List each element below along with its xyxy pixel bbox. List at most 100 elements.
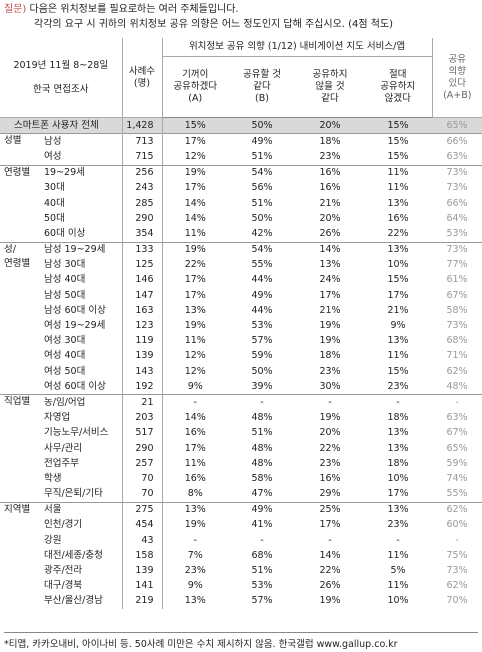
survey-date: 2019년 11월 8~28일 bbox=[13, 59, 109, 71]
cell: 57% bbox=[251, 335, 273, 347]
cell: 17% bbox=[387, 488, 409, 500]
footer: *티맵, 카카오내비, 아이나비 등. 50사례 미만은 수치 제시하지 않음.… bbox=[4, 632, 478, 650]
sample-size: 715 bbox=[122, 149, 163, 166]
row-label: 사무/관리 bbox=[40, 440, 123, 457]
cell: 67% bbox=[446, 427, 468, 439]
row: 여성 19~29세 123 19% 53% 19% 9% 73% bbox=[0, 318, 482, 334]
row: 직업별 농/임/어업 21- - - - - bbox=[0, 394, 482, 503]
cell: 9% bbox=[390, 320, 406, 332]
cell: 23% bbox=[319, 365, 341, 377]
sample-size: 290 bbox=[122, 440, 163, 457]
cell: 13% bbox=[387, 427, 409, 439]
cell: 26% bbox=[319, 227, 341, 239]
sample-size: 256 bbox=[122, 164, 163, 181]
cell: 16% bbox=[387, 212, 409, 224]
sample-size: 257 bbox=[122, 456, 163, 472]
cell: 50% bbox=[251, 365, 273, 377]
cell: 19% bbox=[184, 320, 206, 332]
row-label: 남성 bbox=[40, 133, 123, 150]
cell: 13% bbox=[364, 501, 433, 518]
cell: 19% bbox=[162, 241, 228, 258]
cell: 49% bbox=[251, 289, 273, 301]
cell: 23% bbox=[184, 565, 206, 577]
row: 지역별 서울 275 13% 49% 25% 13% 62% bbox=[0, 501, 482, 609]
sample-size: 125 bbox=[122, 257, 163, 273]
cell: 20% bbox=[296, 117, 364, 134]
cell: 11% bbox=[387, 549, 409, 561]
sample-size: 70 bbox=[122, 486, 163, 503]
cell: 62% bbox=[446, 580, 468, 592]
question-label: 질문) bbox=[4, 4, 27, 15]
cell: - bbox=[432, 394, 482, 411]
cell: 11% bbox=[184, 227, 206, 239]
cell: 19% bbox=[184, 519, 206, 531]
sample-size: 43 bbox=[122, 533, 163, 549]
cell: 22% bbox=[387, 227, 409, 239]
row-label: 인천/경기 bbox=[40, 517, 123, 534]
row-label: 남성 19~29세 bbox=[40, 241, 123, 258]
row-label: 광주/전라 bbox=[40, 563, 123, 579]
cell: 47% bbox=[251, 488, 273, 500]
cell: 25% bbox=[296, 501, 364, 518]
row: 성/ 연령별 남성 19~29세 133 19% 54% 14% 13% 73% bbox=[0, 241, 482, 395]
cell: 73% bbox=[446, 182, 468, 194]
cell: 53% bbox=[446, 227, 468, 239]
cell: 41% bbox=[251, 519, 273, 531]
cell: 61% bbox=[446, 274, 468, 286]
cell: 14% bbox=[184, 197, 206, 209]
cell: 11% bbox=[364, 164, 433, 181]
sample-size: 143 bbox=[122, 364, 163, 380]
cell: 59% bbox=[446, 457, 468, 469]
cell: 19% bbox=[162, 164, 228, 181]
cell: - bbox=[296, 394, 364, 411]
cell: 12% bbox=[184, 150, 206, 162]
cell: 48% bbox=[251, 442, 273, 454]
row-label: 기능노무/서비스 bbox=[40, 425, 123, 441]
cell: 10% bbox=[387, 472, 409, 484]
cell: 7% bbox=[187, 549, 203, 561]
cell: 13% bbox=[364, 241, 433, 258]
cell: 68% bbox=[251, 549, 273, 561]
cell: 71% bbox=[446, 350, 468, 362]
cell: 11% bbox=[184, 457, 206, 469]
cell: 13% bbox=[387, 197, 409, 209]
row: 남성 50대 147 17% 49% 17% 17% 67% bbox=[0, 288, 482, 304]
row: 여성 715 12% 51% 23% 15% 63% bbox=[0, 149, 482, 166]
cell: 73% bbox=[446, 565, 468, 577]
row: 40대 285 14% 51% 21% 13% 66% bbox=[0, 195, 482, 212]
question: 질문) 다음은 위치정보를 필요로하는 여러 주체들입니다. 각각의 요구 시 귀… bbox=[4, 2, 393, 32]
question-line: 각각의 요구 시 귀하의 위치정보 공유 의향은 어느 정도인지 답해 주십시오… bbox=[34, 19, 394, 30]
cell: 13% bbox=[387, 442, 409, 454]
cell: - bbox=[260, 534, 264, 546]
cell: 74% bbox=[446, 472, 468, 484]
cell: - bbox=[162, 394, 228, 411]
row-label: 60대 이상 bbox=[40, 226, 123, 242]
row-label: 대구/경북 bbox=[40, 578, 123, 594]
row: 여성 60대 이상 192 9% 39% 30% 23% 48% bbox=[0, 379, 482, 395]
cell: 53% bbox=[251, 580, 273, 592]
sample-size: 123 bbox=[122, 318, 163, 334]
cell: 18% bbox=[319, 350, 341, 362]
row-label: 무직/은퇴/기타 bbox=[40, 486, 123, 503]
cell: 19% bbox=[319, 412, 341, 424]
cell: 17% bbox=[184, 289, 206, 301]
cell: 9% bbox=[187, 380, 203, 392]
cell: 58% bbox=[446, 304, 468, 316]
cell: 20% bbox=[319, 427, 341, 439]
cell: 54% bbox=[228, 164, 296, 181]
row: 여성 30대 119 11% 57% 19% 13% 68% bbox=[0, 333, 482, 349]
row: 사무/관리 290 17% 48% 22% 13% 65% bbox=[0, 440, 482, 457]
row-label: 여성 40대 bbox=[40, 348, 123, 364]
sample-size: 275 bbox=[122, 501, 163, 518]
cell: 17% bbox=[319, 519, 341, 531]
sample-size: 147 bbox=[122, 288, 163, 304]
cell: 60% bbox=[446, 519, 468, 531]
cell: 51% bbox=[251, 427, 273, 439]
header-sum: 공유 의향 있다 (A+B) bbox=[431, 38, 482, 118]
group-label: 지역별 bbox=[0, 501, 40, 609]
cell: 49% bbox=[228, 133, 296, 150]
row-label: 남성 50대 bbox=[40, 288, 123, 304]
group-label: 직업별 bbox=[0, 394, 40, 503]
cell: 13% bbox=[184, 304, 206, 316]
